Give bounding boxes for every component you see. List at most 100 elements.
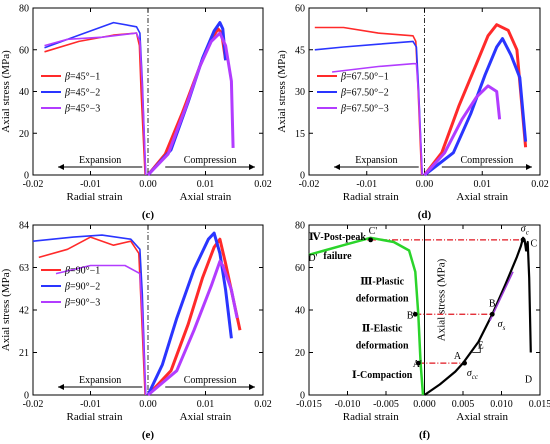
x-tick-label: 0.010: [490, 399, 513, 410]
series-3-axial-line: [146, 31, 235, 177]
series-1-axial-line: [146, 237, 242, 397]
expansion-label: Expansion: [355, 155, 397, 166]
expansion-label: Expansion: [79, 375, 121, 386]
label-C: C: [531, 238, 538, 249]
y-tick-label: 80: [19, 4, 29, 15]
y-tick-label: 45: [295, 45, 305, 56]
x-tick-label: 0.000: [413, 399, 436, 410]
series-3-axial-line: [423, 84, 502, 177]
series-2-radial-line: [44, 21, 147, 176]
series-3-radial-line: [44, 32, 147, 176]
point-C-prime: [368, 237, 373, 243]
legend-label: =90°−1: [70, 266, 100, 277]
x-tick-label: -0.010: [335, 399, 361, 410]
y-tick-label: 15: [295, 129, 305, 140]
x-tick-label: 0.02: [254, 399, 272, 410]
series-2-axial-line: [146, 231, 233, 396]
y-tick-label: 40: [19, 87, 29, 98]
legend-entry: β=67.50°−3: [340, 104, 389, 115]
sigma-symbol: σ: [521, 223, 527, 234]
legend-symbol: β: [340, 104, 346, 115]
x-label-axial: Axial strain: [180, 191, 232, 203]
point-C: [520, 237, 526, 243]
y-axis-label: Axial stress (MPa): [276, 50, 288, 133]
x-tick-label: 0.00: [416, 179, 434, 190]
y-tick-label: 40: [295, 306, 305, 317]
stage-2-label: Ⅱ-Elastic: [362, 323, 403, 334]
expansion-arrowhead: [58, 164, 64, 170]
x-tick-label: -0.01: [80, 399, 101, 410]
stage-3-label: Ⅲ-Plastic: [360, 277, 404, 288]
x-label-radial: Radial strain: [67, 411, 123, 423]
legend-symbol: β: [64, 266, 70, 277]
compression-arrowhead: [249, 164, 255, 170]
sigma-subscript: s: [503, 324, 506, 332]
y-tick-label: 42: [19, 306, 29, 317]
y-axis-label: Axial stress (MPa): [436, 258, 448, 341]
expansion-arrowhead: [58, 384, 64, 390]
expansion-arrowhead: [334, 164, 340, 170]
x-tick-label: 0.015: [529, 399, 550, 410]
legend-entry: β=67.50°−1: [340, 72, 389, 83]
label-D: D: [525, 374, 532, 385]
legend-entry: β=45°−3: [64, 104, 100, 115]
compression-label: Compression: [184, 375, 237, 386]
y-tick-label: 63: [19, 263, 29, 274]
y-tick-label: 80: [295, 221, 305, 232]
legend-symbol: β: [64, 72, 70, 83]
point-B-prime: [412, 311, 418, 317]
axial-curve: [423, 236, 532, 396]
x-tick-label: 0.00: [139, 179, 157, 190]
x-tick-label: 0.005: [452, 399, 475, 410]
legend-label: =45°−3: [70, 104, 100, 115]
legend-symbol: β: [340, 88, 346, 99]
legend-label: =45°−2: [70, 88, 100, 99]
legend-label: =45°−1: [70, 72, 100, 83]
series-1-axial-line: [423, 23, 528, 176]
x-tick-label: -0.02: [299, 179, 320, 190]
panel-d: 0 15 30 45 60 -0.02 -0.01 0.00 0.01 0.02 Axial str…: [276, 4, 549, 222]
series-2-axial-line: [423, 37, 528, 177]
label-E: E: [478, 340, 484, 351]
legend-symbol: β: [64, 282, 70, 293]
compression-arrowhead: [526, 164, 532, 170]
y-tick-label: 84: [19, 221, 29, 232]
legend-label: =67.50°−3: [346, 104, 389, 115]
label-A-prime: A': [413, 359, 422, 370]
point-A: [462, 360, 467, 366]
legend-entry: β=67.50°−2: [340, 88, 389, 99]
x-tick-label: -0.01: [356, 179, 377, 190]
x-tick-label: 0.01: [197, 179, 215, 190]
label-C-prime: C': [369, 226, 378, 237]
y-tick-label: 20: [295, 348, 305, 359]
legend-label: =67.50°−1: [346, 72, 389, 83]
legend-entry: β=90°−3: [64, 298, 100, 309]
legend-entry: β=45°−2: [64, 88, 100, 99]
legend-symbol: β: [340, 72, 346, 83]
panel-e: 0 21 42 63 84 -0.02 -0.01 0.00 0.01 0.02 Axial str…: [0, 221, 272, 442]
series-1-radial-line: [38, 236, 146, 396]
stage-4-label: Ⅳ-Post-peak: [309, 232, 366, 243]
y-tick-label: 0: [24, 391, 29, 402]
y-tick-label: 30: [295, 87, 305, 98]
x-tick-label: 0.01: [474, 179, 492, 190]
x-label-radial: Radial strain: [343, 191, 399, 203]
x-tick-label: 0.02: [254, 179, 272, 190]
legend-entry: β=90°−1: [64, 266, 100, 277]
x-label-axial: Axial strain: [456, 411, 508, 423]
point-B: [489, 311, 495, 317]
stage-4-sublabel: failure: [323, 251, 352, 262]
x-tick-label: 0.01: [197, 399, 215, 410]
x-tick-label: -0.02: [23, 399, 44, 410]
y-axis-label: Axial stress (MPa): [0, 50, 12, 133]
legend-label: =90°−2: [70, 282, 100, 293]
y-tick-label: 60: [295, 263, 305, 274]
point-A-prime: [415, 360, 421, 366]
sigma-c-label: σc: [521, 223, 530, 236]
x-label-axial: Axial strain: [180, 411, 232, 423]
expansion-label: Expansion: [79, 155, 121, 166]
x-label-axial: Axial strain: [456, 191, 508, 203]
y-tick-label: 60: [295, 4, 305, 15]
x-tick-label: 0.00: [139, 399, 157, 410]
stage-2-sublabel: deformation: [356, 340, 409, 351]
